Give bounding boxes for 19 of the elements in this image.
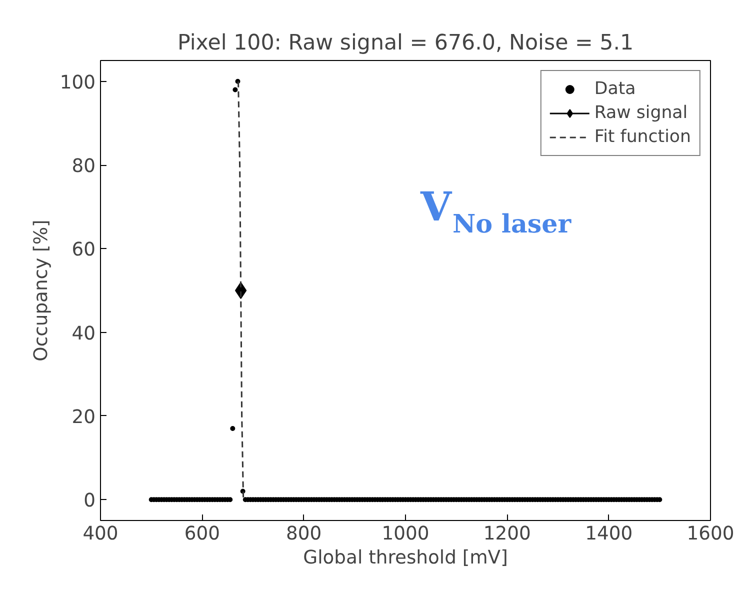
x-tick-label: 1000 (382, 524, 430, 544)
chart-title: Pixel 100: Raw signal = 676.0, Noise = 5.1 (177, 30, 634, 56)
x-tick-label: 1600 (686, 524, 734, 544)
y-axis-title: Occupancy [%] (30, 220, 52, 362)
y-tick-label: 80 (72, 156, 96, 178)
y-tick-label: 40 (72, 323, 96, 344)
y-tick-label: 20 (72, 406, 96, 428)
y-tick-label: 60 (72, 240, 96, 261)
x-tick-label: 1200 (483, 524, 531, 544)
x-tick-label: 600 (184, 524, 220, 544)
x-tick-label: 1400 (585, 524, 633, 544)
x-axis-title: Global threshold [mV] (303, 548, 508, 568)
x-tick-label: 400 (82, 524, 118, 544)
legend-label: Data (594, 79, 636, 99)
legend-label: Fit function (594, 127, 691, 147)
y-tick-label: 100 (60, 72, 96, 94)
legend-label: Raw signal (594, 103, 688, 123)
y-tick-label: 0 (84, 490, 96, 512)
x-tick-label: 800 (286, 524, 322, 544)
